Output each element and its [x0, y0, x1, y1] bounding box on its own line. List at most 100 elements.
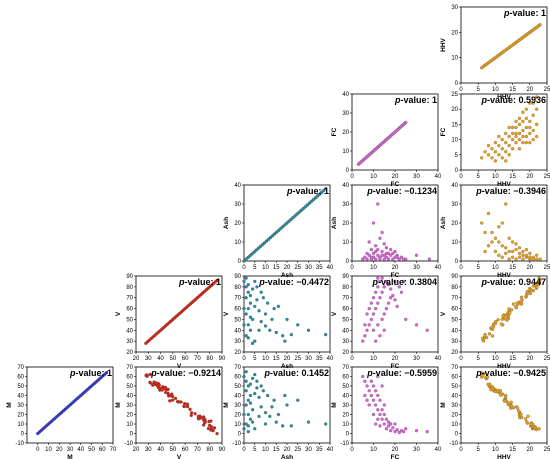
x-tick-label: 10 — [370, 447, 377, 453]
data-point — [259, 384, 263, 388]
x-tick-label: 10 — [45, 447, 52, 453]
y-tick-label: 0 — [455, 432, 459, 438]
x-tick-label: 20 — [284, 265, 291, 271]
x-tick-label: 40 — [327, 356, 334, 362]
data-point — [382, 285, 386, 289]
data-point — [244, 285, 248, 289]
data-point — [510, 131, 515, 136]
p-value-symbol: p — [371, 277, 378, 287]
x-tick-label: 10 — [492, 174, 499, 180]
data-point — [365, 251, 369, 256]
data-point — [295, 212, 299, 216]
p-value-symbol: p — [366, 186, 373, 196]
data-point — [509, 400, 513, 404]
x-tick-label: 80 — [206, 447, 213, 453]
data-point — [404, 120, 408, 125]
data-point — [535, 257, 539, 261]
data-point — [507, 236, 511, 240]
data-point — [371, 398, 376, 402]
data-point — [207, 419, 211, 424]
data-point — [144, 373, 148, 377]
p-value-symbol: p — [480, 277, 487, 287]
data-point — [483, 333, 487, 338]
data-point — [367, 306, 371, 311]
y-tick-label: 80 — [126, 285, 133, 291]
data-point — [246, 429, 250, 434]
p-value-number: 1 — [432, 95, 437, 105]
data-point — [274, 420, 278, 424]
x-tick-label: 70 — [194, 447, 201, 453]
data-point — [504, 251, 508, 256]
data-point — [376, 323, 380, 327]
p-value-prefix: -value: — [292, 186, 324, 196]
x-tick-label: 0 — [459, 87, 463, 93]
data-point — [371, 251, 376, 256]
x-tick-label: 35 — [316, 265, 323, 271]
y-tick-label: 40 — [451, 394, 458, 400]
data-point — [401, 429, 406, 434]
p-value-number: 0.3804 — [409, 277, 437, 287]
data-point — [510, 137, 515, 142]
data-point — [514, 125, 518, 130]
data-point — [369, 247, 374, 252]
data-point — [510, 125, 515, 130]
data-point — [490, 325, 494, 329]
data-point — [376, 247, 380, 252]
x-tick-label: 50 — [170, 356, 177, 362]
data-point — [376, 202, 380, 206]
data-point — [537, 427, 541, 431]
data-point — [260, 243, 265, 247]
y-axis-label: M — [440, 402, 447, 407]
y-tick-label: 60 — [451, 307, 458, 313]
y-tick-label: 50 — [451, 384, 458, 390]
data-point — [483, 249, 487, 254]
x-tick-label: 30 — [413, 174, 420, 180]
data-point — [490, 230, 494, 235]
panel-v-vs-v: 20 30 40 50 60 70 80 90 20 30 40 50 60 70 80 90 V Vp-valu… — [115, 274, 226, 370]
data-point — [528, 119, 532, 124]
p-value-symbol: p — [394, 95, 401, 105]
x-tick-label: 15 — [509, 87, 516, 93]
y-tick-label: 40 — [17, 394, 24, 400]
x-tick-label: 15 — [509, 265, 516, 271]
data-point — [270, 405, 274, 409]
y-tick-label: 20 — [342, 221, 349, 227]
data-point — [491, 322, 496, 326]
data-point — [179, 400, 183, 404]
y-tick-label: 10 — [451, 138, 458, 144]
data-point — [404, 427, 408, 431]
x-tick-label: 20 — [526, 265, 533, 271]
data-point — [517, 246, 522, 250]
plot-frame — [460, 184, 548, 262]
data-point — [363, 323, 367, 327]
data-point — [380, 384, 384, 388]
data-point — [376, 374, 380, 379]
x-axis-label: M — [67, 454, 72, 459]
data-point — [535, 134, 539, 139]
y-tick-label: 50 — [451, 317, 458, 323]
p-value-number: −0.3946 — [513, 186, 546, 196]
x-tick-label: 30 — [67, 447, 74, 453]
data-point — [384, 306, 389, 311]
x-tick-label: 20 — [133, 447, 140, 453]
x-tick-label: 25 — [294, 265, 301, 271]
p-value-symbol: p — [150, 368, 157, 378]
data-point — [253, 304, 257, 309]
data-point — [207, 423, 212, 428]
data-point — [498, 389, 503, 393]
data-point — [152, 380, 156, 384]
data-point — [483, 150, 487, 154]
x-axis-label: V — [177, 363, 182, 370]
data-point — [500, 317, 504, 321]
y-tick-label: 0 — [346, 168, 350, 174]
y-tick-label: 50 — [234, 384, 241, 390]
data-point — [382, 412, 386, 417]
x-tick-label: 10 — [262, 265, 269, 271]
data-point — [168, 399, 172, 403]
p-value-prefix: -value: — [184, 277, 216, 287]
data-point — [515, 406, 520, 410]
x-tick-label: 15 — [273, 356, 280, 362]
data-point — [479, 221, 484, 225]
data-point — [494, 319, 498, 324]
